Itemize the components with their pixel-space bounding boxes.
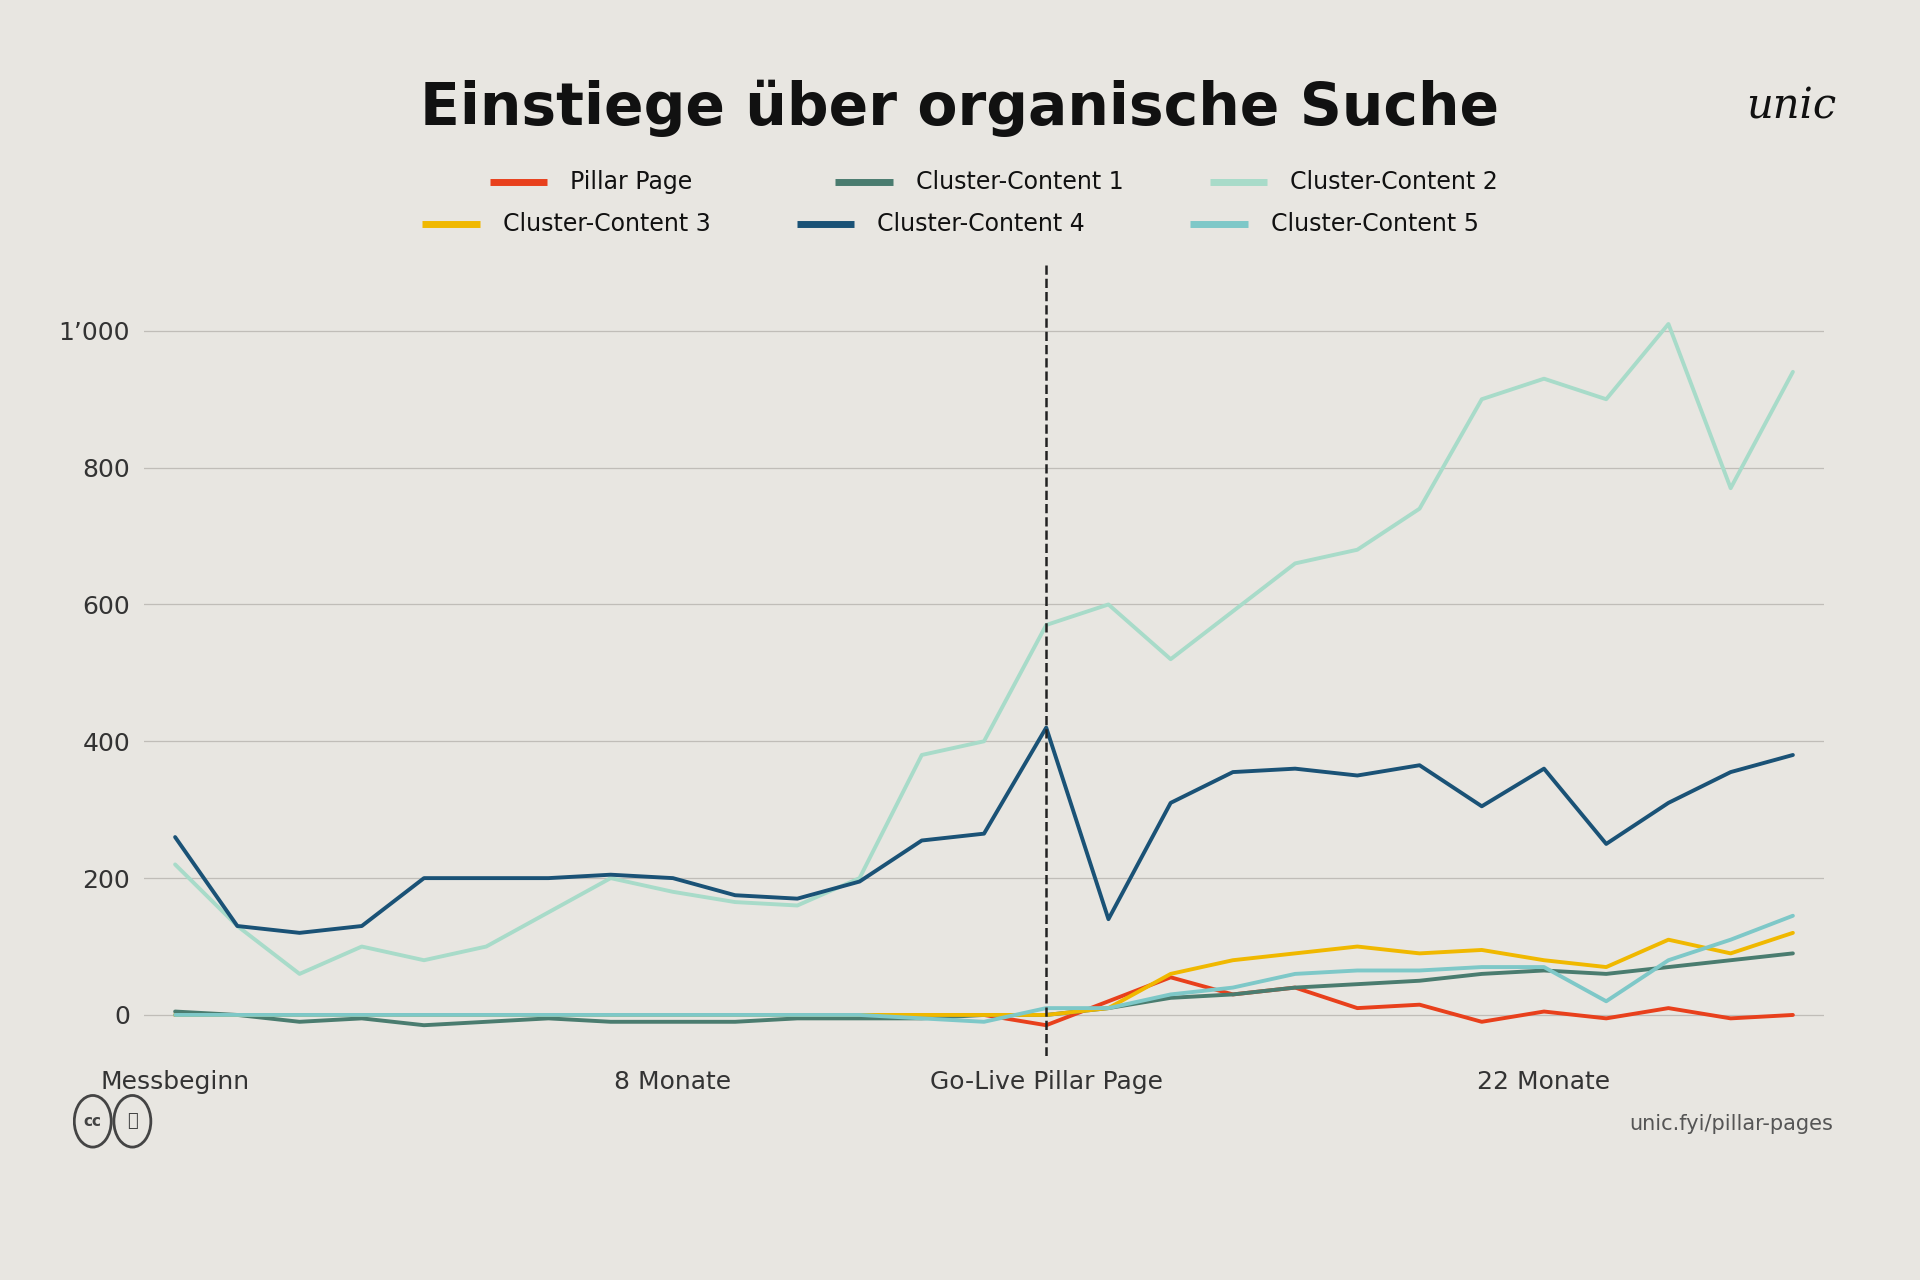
Text: Cluster-Content 1: Cluster-Content 1: [916, 170, 1123, 193]
Text: Cluster-Content 4: Cluster-Content 4: [877, 212, 1085, 236]
Text: Cluster-Content 2: Cluster-Content 2: [1290, 170, 1498, 193]
Text: cc: cc: [84, 1114, 102, 1129]
Text: unic: unic: [1745, 86, 1836, 127]
Text: Cluster-Content 5: Cluster-Content 5: [1271, 212, 1478, 236]
Text: Einstiege über organische Suche: Einstiege über organische Suche: [420, 81, 1500, 137]
Text: ⓘ: ⓘ: [127, 1112, 138, 1130]
Text: unic.fyi/pillar-pages: unic.fyi/pillar-pages: [1630, 1114, 1834, 1134]
Text: Pillar Page: Pillar Page: [570, 170, 693, 193]
Text: Cluster-Content 3: Cluster-Content 3: [503, 212, 710, 236]
